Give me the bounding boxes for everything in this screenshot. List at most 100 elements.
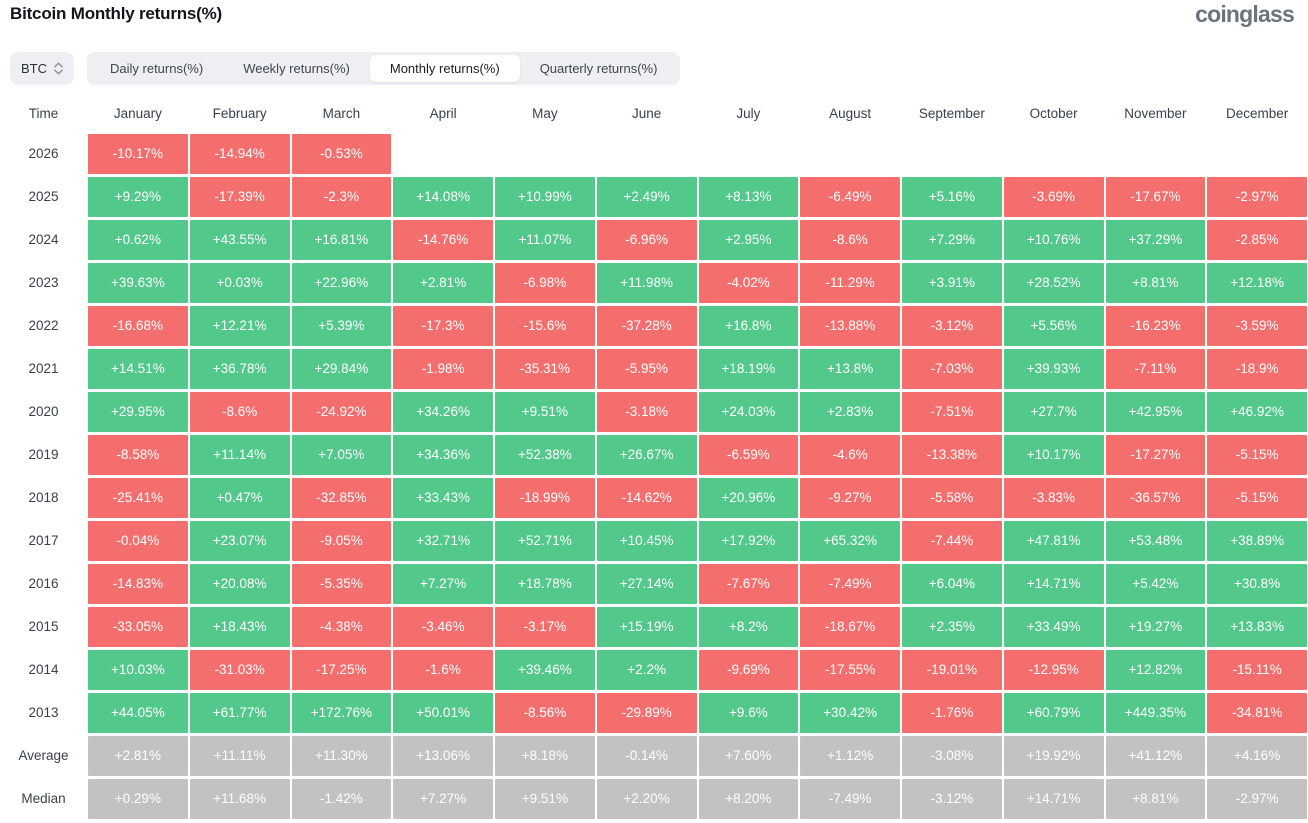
return-cell: +9.51% [495, 391, 595, 432]
return-cell: -3.17% [495, 606, 595, 647]
return-cell: -35.31% [495, 348, 595, 389]
return-cell: -5.95% [596, 348, 697, 389]
row-label-median: Median [21, 791, 66, 806]
return-cell: -32.85% [291, 477, 392, 518]
return-cell: -18.9% [1207, 348, 1307, 389]
row-label-2022: 2022 [28, 318, 59, 333]
return-cell: -2.97% [1207, 778, 1307, 819]
return-cell: +29.95% [88, 391, 188, 432]
return-cell: +60.79% [1003, 692, 1104, 733]
return-cell: -34.81% [1207, 692, 1307, 733]
month-column-header: April [429, 106, 457, 121]
tab-weekly-returns[interactable]: Weekly returns(%) [243, 61, 350, 76]
controls-bar: BTC Daily returns(%) Weekly returns(%) M… [10, 52, 1308, 85]
tab-daily-returns[interactable]: Daily returns(%) [110, 61, 204, 76]
empty-cell [1207, 134, 1307, 174]
return-cell: -3.59% [1207, 305, 1307, 346]
return-cell: +5.16% [902, 176, 1002, 217]
return-cell: +16.8% [698, 305, 799, 346]
return-cell: +27.14% [596, 563, 697, 604]
return-cell: -9.27% [800, 477, 900, 518]
row-label-2019: 2019 [28, 447, 59, 462]
row-label-2025: 2025 [28, 189, 59, 204]
return-cell: +30.8% [1207, 563, 1307, 604]
return-cell: -8.6% [800, 219, 900, 260]
return-cell: +19.27% [1105, 606, 1206, 647]
return-cell: -4.6% [800, 434, 900, 475]
tab-monthly-returns[interactable]: Monthly returns(%) [369, 55, 520, 82]
return-cell: +18.19% [698, 348, 799, 389]
month-column-header: March [322, 106, 361, 121]
return-cell: +44.05% [88, 692, 188, 733]
return-cell: -3.18% [596, 391, 697, 432]
coinglass-logo: coinglass [1195, 1, 1295, 27]
row-label-2014: 2014 [28, 662, 59, 677]
return-cell: -6.96% [596, 219, 697, 260]
return-cell: -2.97% [1207, 176, 1307, 217]
return-cell: +8.81% [1105, 778, 1206, 819]
empty-cell [699, 134, 799, 174]
row-label-average: Average [18, 748, 69, 763]
return-cell: -1.76% [902, 692, 1002, 733]
return-cell: +53.48% [1105, 520, 1206, 561]
row-label-2013: 2013 [28, 705, 59, 720]
return-cell: +10.76% [1003, 219, 1104, 260]
return-cell: +15.19% [596, 606, 697, 647]
return-cell: +11.68% [189, 778, 290, 819]
return-cell: -12.95% [1003, 649, 1104, 690]
return-cell: +14.51% [88, 348, 188, 389]
return-cell: +4.16% [1207, 735, 1307, 776]
return-cell: +8.81% [1105, 262, 1206, 303]
return-cell: -7.49% [800, 778, 900, 819]
row-label-2017: 2017 [28, 533, 59, 548]
returns-tab-group: Daily returns(%) Weekly returns(%) Month… [87, 52, 681, 85]
monthly-returns-table: Time January February March April May June July… [0, 95, 1308, 820]
return-cell: -5.15% [1207, 434, 1307, 475]
return-cell: -24.92% [291, 391, 392, 432]
return-cell: +16.81% [291, 219, 392, 260]
return-cell: +11.11% [189, 735, 290, 776]
return-cell: -14.83% [88, 563, 188, 604]
return-cell: +27.7% [1003, 391, 1104, 432]
return-cell: +2.35% [902, 606, 1002, 647]
return-cell: +9.51% [495, 778, 595, 819]
tab-quarterly-returns[interactable]: Quarterly returns(%) [539, 61, 658, 76]
return-cell: +36.78% [189, 348, 290, 389]
return-cell: +8.20% [698, 778, 799, 819]
return-cell: +26.67% [596, 434, 697, 475]
row-label-2021: 2021 [28, 361, 59, 376]
month-column-header: May [532, 106, 558, 121]
return-cell: +449.35% [1105, 692, 1206, 733]
return-cell: +5.39% [291, 305, 392, 346]
return-cell: +7.60% [698, 735, 799, 776]
return-cell: +12.82% [1105, 649, 1206, 690]
month-column-header: October [1029, 106, 1078, 121]
return-cell: -15.11% [1207, 649, 1307, 690]
return-cell: -2.85% [1207, 219, 1307, 260]
symbol-select-value: BTC [21, 61, 47, 76]
return-cell: -14.62% [596, 477, 697, 518]
return-cell: +14.71% [1003, 778, 1104, 819]
return-cell: -4.38% [291, 606, 392, 647]
month-column-header: June [631, 106, 662, 121]
return-cell: -6.59% [698, 434, 799, 475]
return-cell: +33.49% [1003, 606, 1104, 647]
return-cell: -5.15% [1207, 477, 1307, 518]
empty-cell [1106, 134, 1206, 174]
return-cell: +37.29% [1105, 219, 1206, 260]
return-cell: +22.96% [291, 262, 392, 303]
empty-cell [393, 134, 493, 174]
return-cell: +42.95% [1105, 391, 1206, 432]
return-cell: +29.84% [291, 348, 392, 389]
return-cell: -0.53% [291, 133, 392, 174]
return-cell: +2.95% [698, 219, 799, 260]
symbol-select[interactable]: BTC [10, 52, 74, 85]
return-cell: +9.29% [88, 176, 188, 217]
return-cell: +47.81% [1003, 520, 1104, 561]
return-cell: +52.38% [495, 434, 595, 475]
return-cell: +24.03% [698, 391, 799, 432]
return-cell: -16.23% [1105, 305, 1206, 346]
return-cell: +19.92% [1003, 735, 1104, 776]
return-cell: +2.49% [596, 176, 697, 217]
return-cell: +10.03% [88, 649, 188, 690]
